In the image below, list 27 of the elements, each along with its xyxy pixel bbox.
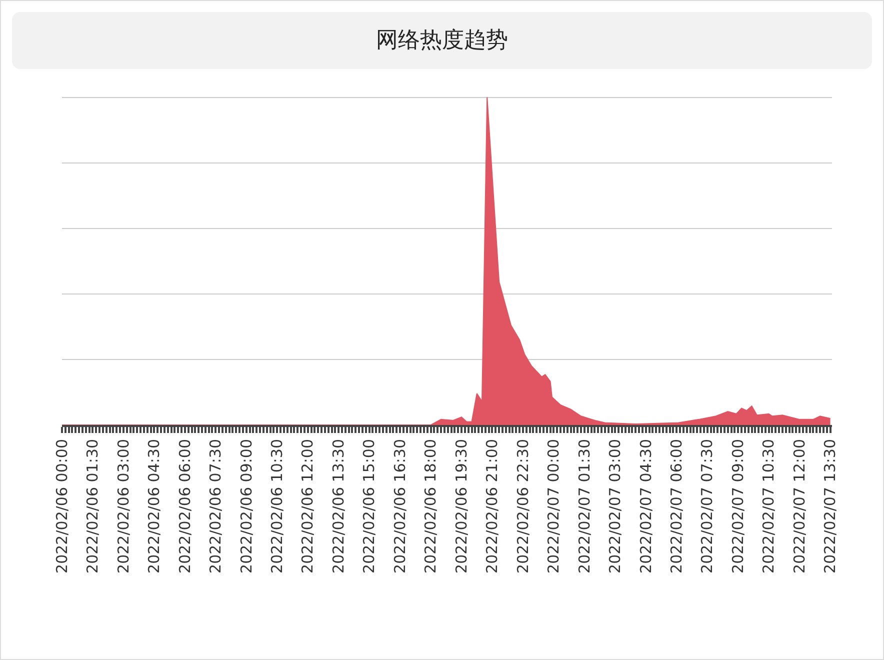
chart-title: 网络热度趋势 bbox=[12, 12, 872, 69]
x-tick-label: 2022/02/06 22:30 bbox=[514, 439, 532, 574]
x-tick-label: 2022/02/06 01:30 bbox=[84, 439, 102, 574]
x-tick-label: 2022/02/06 03:00 bbox=[114, 439, 132, 574]
x-tick-label: 2022/02/07 09:00 bbox=[728, 439, 747, 574]
x-tick-label: 2022/02/06 13:30 bbox=[329, 439, 348, 574]
x-tick-label: 2022/02/07 07:30 bbox=[698, 439, 716, 574]
x-tick-label: 2022/02/06 10:30 bbox=[268, 439, 286, 574]
x-tick-label: 2022/02/07 03:00 bbox=[606, 439, 624, 574]
x-tick-label: 2022/02/06 18:00 bbox=[422, 439, 440, 574]
x-tick-label: 2022/02/07 12:00 bbox=[790, 439, 808, 574]
x-tick-label: 2022/02/06 09:00 bbox=[237, 439, 256, 574]
x-tick-label: 2022/02/06 15:00 bbox=[360, 439, 378, 574]
x-tick-label: 2022/02/07 10:30 bbox=[760, 439, 778, 574]
x-tick-label: 2022/02/06 21:00 bbox=[483, 439, 502, 574]
x-tick-label: 2022/02/06 00:00 bbox=[52, 439, 71, 574]
x-tick-label: 2022/02/06 12:00 bbox=[298, 439, 317, 574]
x-tick-label: 2022/02/07 01:30 bbox=[575, 439, 594, 574]
x-tick-label: 2022/02/06 07:30 bbox=[206, 439, 225, 574]
x-tick-label: 2022/02/07 00:00 bbox=[544, 439, 563, 574]
x-tick-label: 2022/02/07 13:30 bbox=[821, 439, 840, 574]
x-tick-label: 2022/02/07 06:00 bbox=[668, 439, 686, 574]
x-tick-label: 2022/02/06 06:00 bbox=[176, 439, 194, 574]
x-tick-label: 2022/02/07 04:30 bbox=[636, 439, 655, 574]
x-tick-label: 2022/02/06 04:30 bbox=[145, 439, 164, 574]
x-tick-label: 2022/02/06 19:30 bbox=[452, 439, 470, 574]
x-tick-label: 2022/02/06 16:30 bbox=[390, 439, 409, 574]
